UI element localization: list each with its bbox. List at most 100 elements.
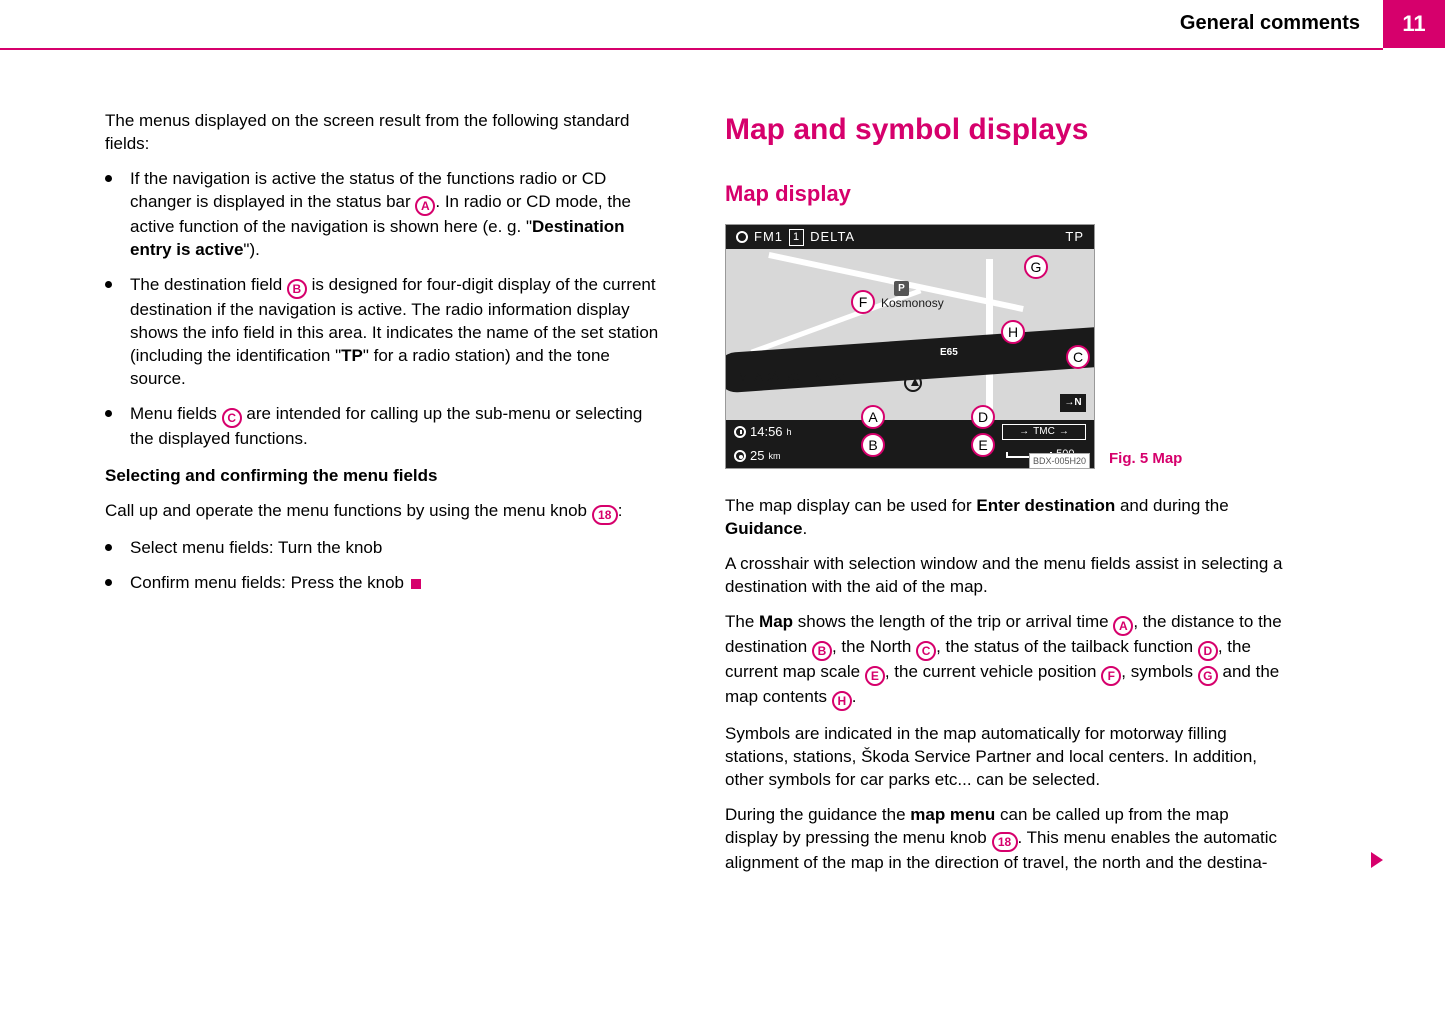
vehicle-position-icon [904,374,922,392]
figure-topbar: FM1 1 DELTA TP [726,225,1094,249]
ref-circle-b: B [812,641,832,661]
text-run: Confirm menu fields: Press the knob [130,573,409,592]
tmc-box: →TMC→ [1002,424,1086,440]
ref-circle-h: H [832,691,852,711]
clock-icon [734,426,746,438]
subtext: Call up and operate the menu functions b… [105,500,665,525]
bullet-text: Menu fields C are intended for calling u… [130,403,665,451]
callout-a: A [861,405,885,429]
ref-circle-18: 18 [992,832,1018,852]
ref-circle-18: 18 [592,505,618,525]
preset-number: 1 [789,229,804,246]
text-run: The map display can be used for [725,496,976,515]
section-title: General comments [1180,12,1360,35]
text-run: . [802,519,807,538]
bullet-icon [105,410,112,417]
text-run: , symbols [1121,662,1198,681]
town-label: MLADÁ BOLESLAV [738,369,845,385]
callout-d: D [971,405,995,429]
text-run: "). [243,240,259,259]
fm-band: FM1 [754,228,783,246]
bullet-item: If the navigation is active the status o… [105,168,665,262]
text-run: shows the length of the trip or arrival … [793,612,1113,631]
bullet-item: Menu fields C are intended for calling u… [105,403,665,451]
subheading: Selecting and confirming the menu fields [105,465,665,488]
text-run: . [852,687,857,706]
header-rule [0,48,1383,50]
text-run: , the status of the tailback function [936,637,1198,656]
map-figure: FM1 1 DELTA TP MLADÁ BOLESLAV Kosmonosy … [725,224,1095,469]
text-run: , the North [832,637,916,656]
right-column: Map and symbol displays Map display FM1 … [725,110,1285,887]
content-area: The menus displayed on the screen result… [105,110,1365,887]
page-number: 11 [1383,0,1445,48]
callout-e: E [971,433,995,457]
bold-text: Guidance [725,519,802,538]
continue-arrow-icon [1371,852,1383,868]
distance-unit: km [768,450,780,462]
intro-text: The menus displayed on the screen result… [105,110,665,156]
tp-indicator: TP [1065,228,1084,246]
distance-value: 25 [750,447,764,465]
north-indicator: →N [1060,394,1086,412]
bullet-text: The destination field B is designed for … [130,274,665,391]
text-run: The [725,612,759,631]
bold-text: TP [341,346,363,365]
callout-f: F [851,290,875,314]
text-run: Call up and operate the menu functions b… [105,501,592,520]
tmc-label: TMC [1033,425,1055,439]
station-name: DELTA [810,228,855,246]
ref-circle-f: F [1101,666,1121,686]
text-run: During the guidance the [725,805,910,824]
text-run: Menu fields [130,404,222,423]
ref-circle-g: G [1198,666,1218,686]
bold-text: Map [759,612,793,631]
bullet-text: If the navigation is active the status o… [130,168,665,262]
bullet-item: The destination field B is designed for … [105,274,665,391]
figure-code: BDX-005H20 [1029,453,1090,469]
bullet-item: Confirm menu fields: Press the knob [105,572,665,595]
text-run: , the current vehicle position [885,662,1101,681]
ref-circle-e: E [865,666,885,686]
bold-text: Enter destination [976,496,1115,515]
callout-g: G [1024,255,1048,279]
bullet-item: Select menu fields: Turn the knob [105,537,665,560]
ref-circle-b: B [287,279,307,299]
figure-caption: Fig. 5 Map [1109,449,1182,469]
body-paragraph: Symbols are indicated in the map automat… [725,723,1285,792]
road-badge: E65 [936,345,962,361]
time-unit: h [787,426,792,438]
ref-circle-c: C [222,408,242,428]
left-column: The menus displayed on the screen result… [105,110,665,887]
bullet-icon [105,579,112,586]
heading-2: Map display [725,179,1285,209]
callout-c: C [1066,345,1090,369]
ref-circle-c: C [916,641,936,661]
town-label: Kosmonosy [881,295,944,311]
bullet-icon [105,544,112,551]
text-run: and during the [1115,496,1228,515]
body-paragraph: A crosshair with selection window and th… [725,553,1285,599]
bullet-icon [105,281,112,288]
ref-circle-d: D [1198,641,1218,661]
heading-1: Map and symbol displays [725,110,1285,151]
bullet-text: Confirm menu fields: Press the knob [130,572,421,595]
bullet-text: Select menu fields: Turn the knob [130,537,382,560]
bold-text: map menu [910,805,995,824]
arrival-time: 14:56 [750,423,783,441]
parking-icon: P [894,281,909,296]
figure-wrap: FM1 1 DELTA TP MLADÁ BOLESLAV Kosmonosy … [725,224,1285,469]
text-run: The destination field [130,275,287,294]
bullet-icon [105,175,112,182]
rds-icon [736,231,748,243]
ref-circle-a: A [415,196,435,216]
callout-h: H [1001,320,1025,344]
page-header: General comments 11 [0,0,1445,48]
body-paragraph: The Map shows the length of the trip or … [725,611,1285,711]
body-paragraph: During the guidance the map menu can be … [725,804,1285,875]
text-run: : [618,501,623,520]
end-square-icon [411,579,421,589]
body-paragraph: The map display can be used for Enter de… [725,495,1285,541]
target-icon [734,450,746,462]
ref-circle-a: A [1113,616,1133,636]
